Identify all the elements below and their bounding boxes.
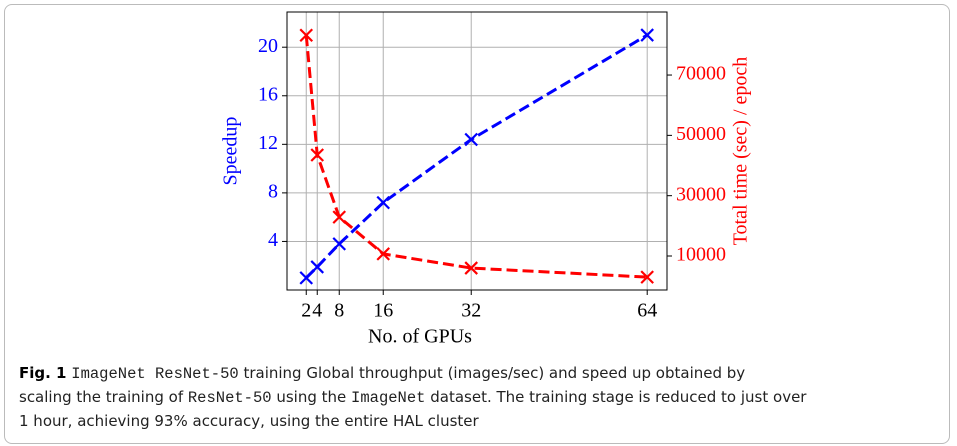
y2-tick-label: 30000 bbox=[676, 183, 726, 205]
caption-text: ImageNet ResNet-50 bbox=[71, 365, 239, 383]
figure-frame bbox=[4, 4, 950, 444]
caption-line: Fig. 1 ImageNet ResNet-50 training Globa… bbox=[19, 362, 806, 386]
marker-stroke bbox=[464, 261, 479, 275]
marker-stroke bbox=[376, 195, 391, 210]
marker bbox=[332, 237, 347, 251]
x-tick-label: 32 bbox=[461, 300, 481, 322]
caption-text: scaling the training of bbox=[19, 388, 188, 406]
marker-stroke bbox=[376, 247, 391, 261]
caption-text: using the bbox=[271, 388, 352, 406]
y-tick-label: 16 bbox=[258, 83, 278, 105]
caption-text: dataset. The training stage is reduced t… bbox=[425, 388, 807, 406]
marker bbox=[376, 247, 391, 261]
chart: No. of GPUs Speedup Total time (sec) / e… bbox=[220, 11, 752, 348]
caption-text: ResNet-50 bbox=[187, 389, 272, 407]
series-line bbox=[305, 33, 648, 279]
y-tick-label: 12 bbox=[258, 132, 278, 154]
marker bbox=[299, 28, 314, 43]
caption-text: 1 hour, achieving 93% accuracy, using th… bbox=[19, 412, 479, 430]
marker-stroke bbox=[332, 210, 347, 224]
marker-stroke bbox=[640, 28, 654, 42]
marker-stroke bbox=[310, 148, 325, 162]
y-tick-label: 20 bbox=[258, 35, 278, 57]
y-tick-label: 4 bbox=[268, 229, 278, 251]
marker bbox=[310, 148, 325, 162]
marker bbox=[464, 132, 479, 147]
caption-text: Fig. 1 bbox=[19, 364, 67, 382]
marker bbox=[310, 260, 325, 274]
marker bbox=[376, 195, 391, 210]
y2-tick-label: 50000 bbox=[676, 123, 726, 145]
plot-frame bbox=[286, 11, 668, 291]
x-tick-label: 16 bbox=[373, 300, 393, 322]
x-axis-label: No. of GPUs bbox=[368, 326, 472, 348]
marker-stroke bbox=[464, 132, 479, 147]
x-tick-label: 64 bbox=[637, 300, 657, 322]
x-tick-label: 8 bbox=[334, 300, 344, 322]
y2-tick-label: 10000 bbox=[676, 244, 726, 266]
x-tick-label: 2 bbox=[301, 300, 311, 322]
caption-line: 1 hour, achieving 93% accuracy, using th… bbox=[19, 410, 806, 433]
marker-stroke bbox=[299, 28, 314, 43]
marker-stroke bbox=[332, 237, 347, 251]
y2-axis-label: Total time (sec) / epoch bbox=[730, 57, 752, 246]
series-line bbox=[304, 35, 648, 279]
caption-text: ImageNet bbox=[351, 389, 426, 407]
caption-text: training Global throughput (images/sec) … bbox=[238, 364, 746, 382]
marker bbox=[464, 261, 479, 275]
y2-tick-label: 70000 bbox=[676, 63, 726, 85]
marker-stroke bbox=[299, 271, 314, 285]
caption: Fig. 1 ImageNet ResNet-50 training Globa… bbox=[19, 362, 806, 433]
caption-line: scaling the training of ResNet-50 using … bbox=[19, 386, 806, 410]
marker bbox=[640, 270, 654, 284]
marker bbox=[640, 28, 654, 42]
marker bbox=[299, 271, 314, 285]
y-tick-label: 8 bbox=[268, 180, 278, 202]
marker-stroke bbox=[310, 260, 325, 274]
marker bbox=[332, 210, 347, 224]
y-axis-label: Speedup bbox=[220, 117, 242, 186]
marker-stroke bbox=[640, 270, 654, 284]
x-tick-label: 4 bbox=[312, 300, 322, 322]
